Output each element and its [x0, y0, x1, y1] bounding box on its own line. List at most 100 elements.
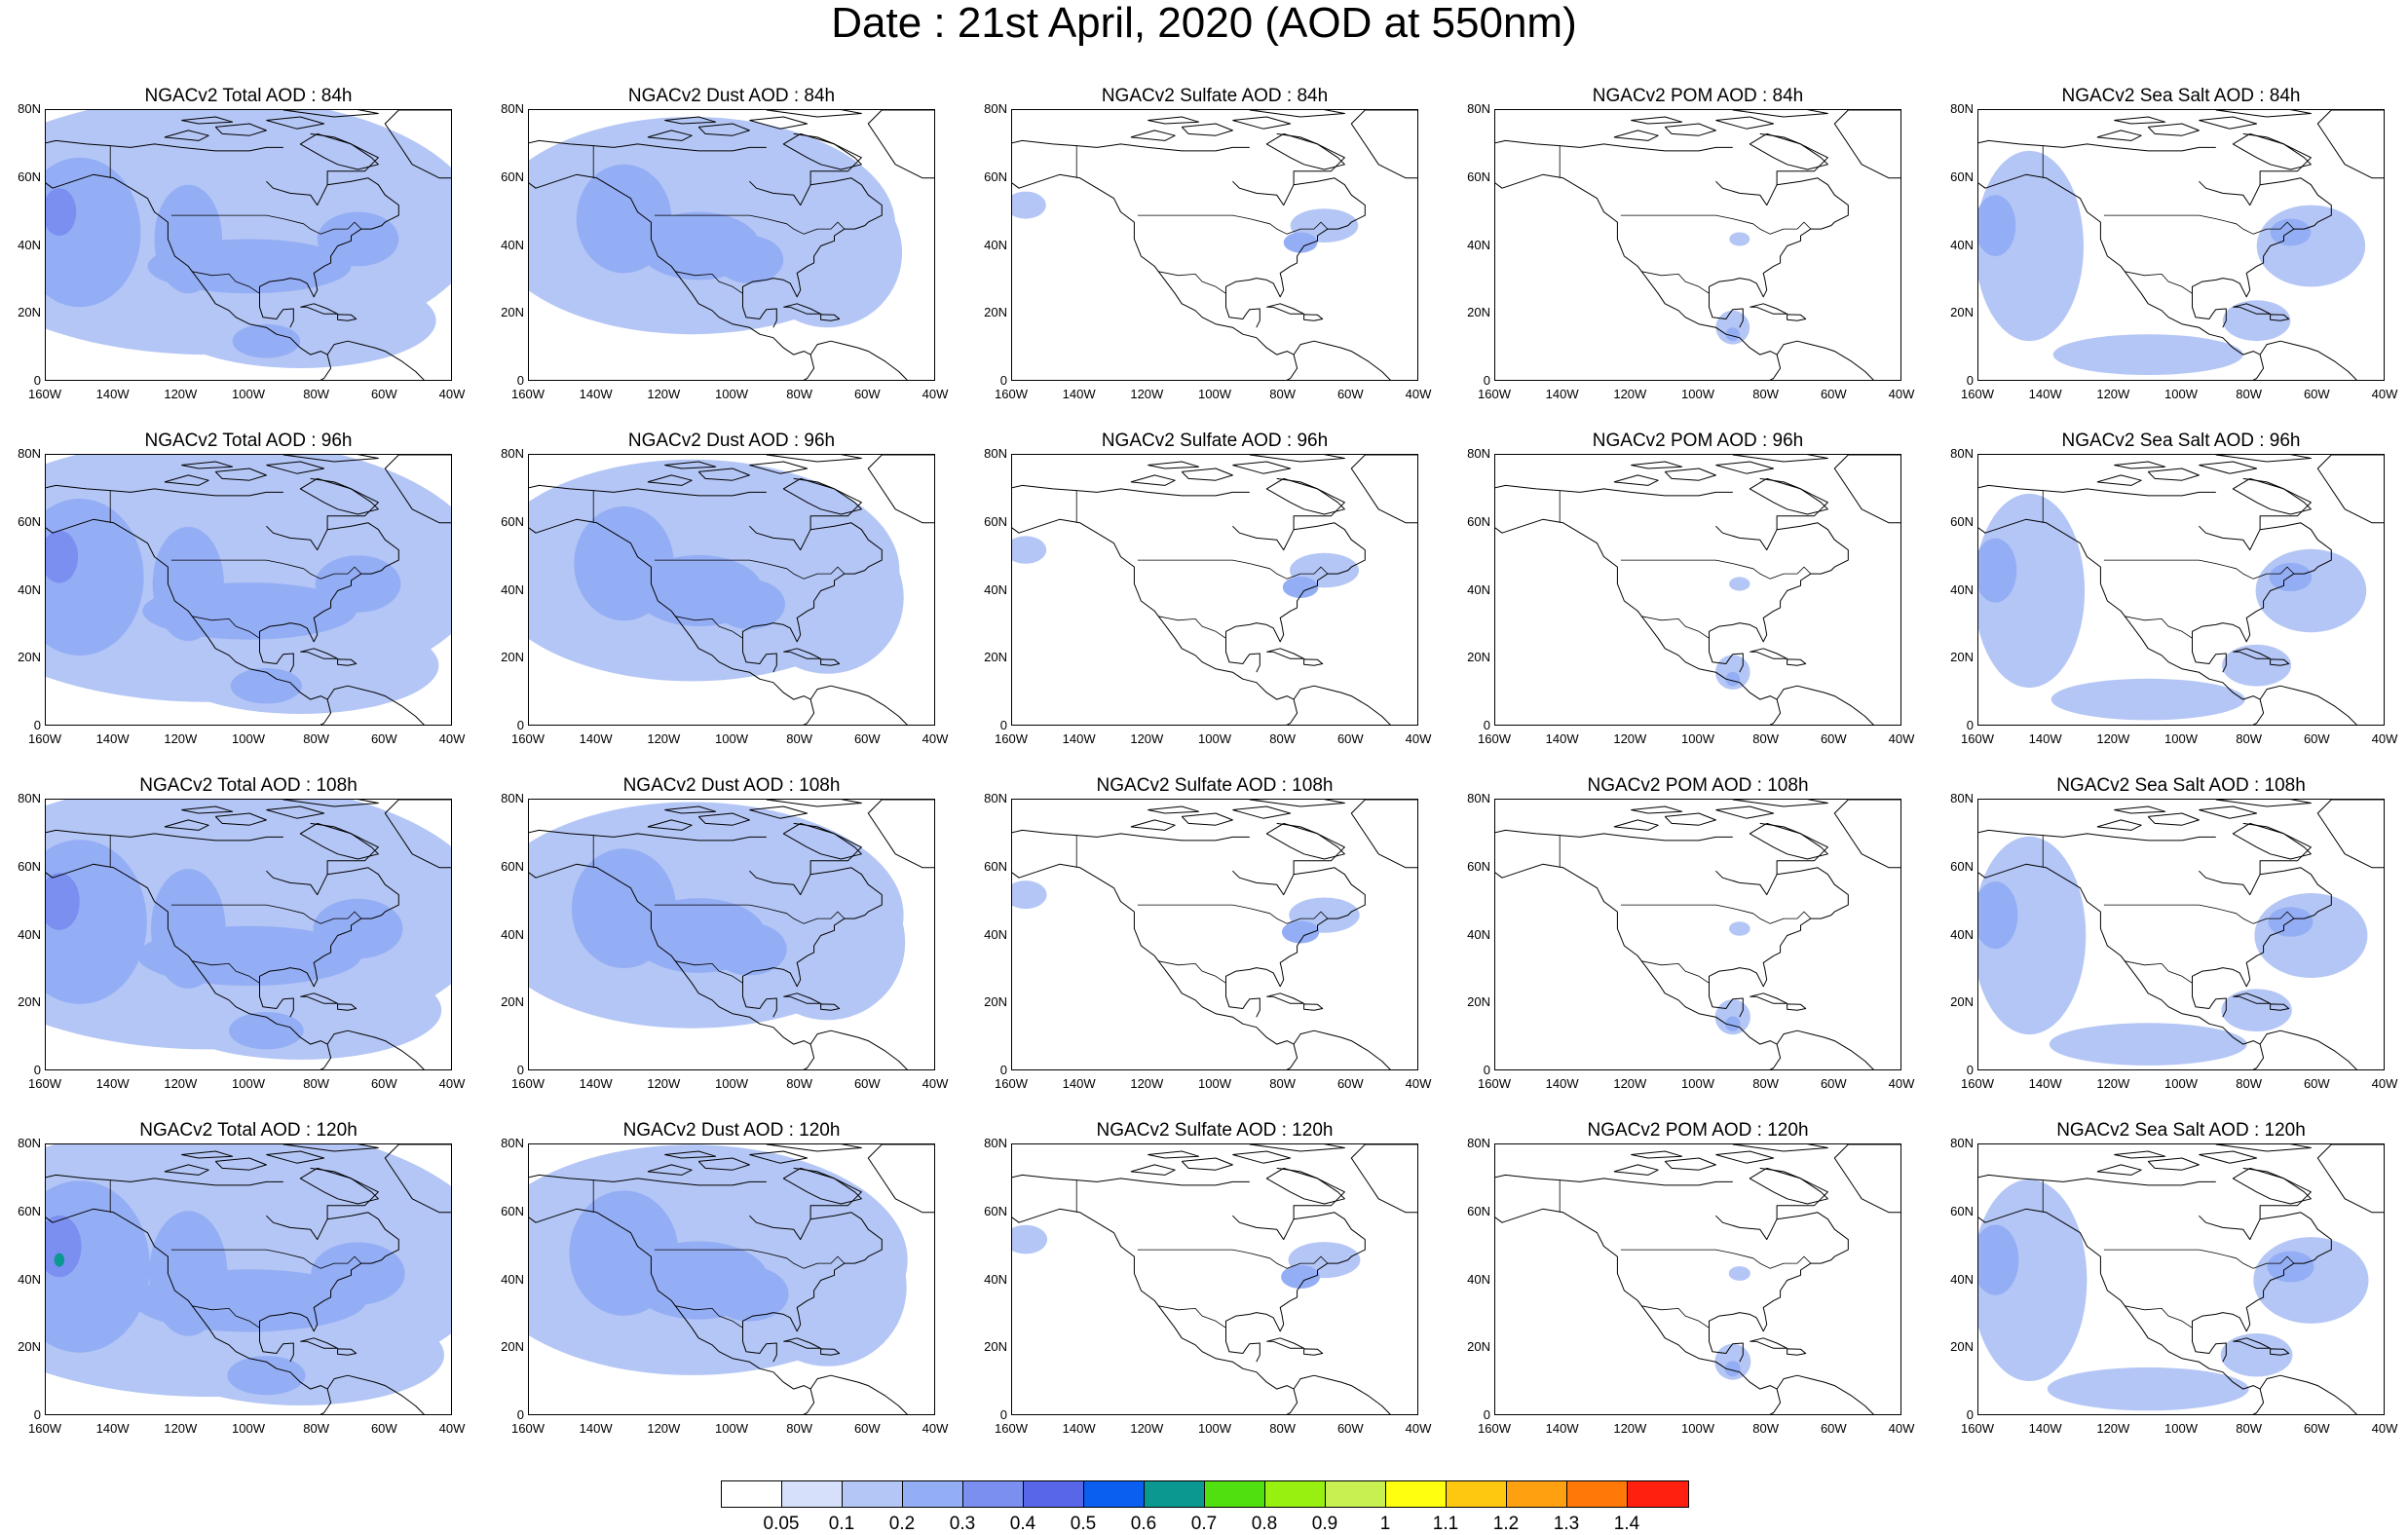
island: [783, 992, 822, 1004]
coastline: [749, 1215, 811, 1241]
lon-tick-label: 60W: [1336, 1076, 1364, 1091]
aod-field: [1728, 921, 1750, 936]
arctic-island: [1664, 812, 1716, 826]
arctic-island: [214, 468, 267, 481]
lon-tick-label: 60W: [1336, 387, 1364, 401]
lon-tick-label: 140W: [1062, 1421, 1096, 1436]
arctic-island: [2147, 123, 2200, 136]
border-line: [2124, 271, 2193, 294]
lat-tick-label: 0: [1966, 1063, 1974, 1077]
arctic-island: [2114, 461, 2166, 469]
map-plot: [1011, 799, 1418, 1070]
arctic-island: [1265, 822, 1345, 860]
panel-title: NGACv2 Total AOD : 96h: [144, 431, 353, 451]
arctic-island: [1181, 1157, 1233, 1171]
lon-tick-label: 160W: [995, 387, 1028, 401]
aod-field: [2220, 1333, 2293, 1377]
coastline: [2192, 293, 2227, 328]
aod-field: [2052, 334, 2243, 375]
arctic-island: [214, 1157, 267, 1171]
aod-field: [2269, 562, 2313, 592]
lon-tick-label: 160W: [995, 1076, 1028, 1091]
lon-tick-label: 40W: [1888, 1421, 1915, 1436]
border-line: [170, 559, 362, 580]
coastline: [1225, 983, 1260, 1018]
arctic-island: [299, 1167, 379, 1205]
coastline: [1776, 1030, 1874, 1069]
map-plot: [528, 109, 935, 381]
lat-tick-label: 80N: [1467, 446, 1490, 461]
aod-field: [2267, 1251, 2314, 1283]
arctic-island: [2316, 1144, 2384, 1214]
arctic-island: [1732, 1144, 1828, 1152]
coastline: [326, 1030, 425, 1069]
lon-tick-label: 80W: [786, 1421, 813, 1436]
lat-tick-label: 80N: [1467, 791, 1490, 805]
lat-tick-label: 0: [33, 1063, 41, 1077]
border-line: [674, 1305, 743, 1329]
arctic-island: [782, 822, 862, 860]
legend-label: 0.7: [1190, 1514, 1218, 1534]
coastline: [1709, 477, 1849, 643]
border-line: [1137, 559, 1329, 580]
coastline: [749, 870, 811, 896]
arctic-island: [384, 110, 451, 179]
lon-tick-label: 80W: [303, 1421, 330, 1436]
coastline: [1495, 484, 1733, 497]
lon-tick-label: 60W: [1820, 387, 1847, 401]
lat-tick-label: 40N: [984, 237, 1007, 252]
arctic-island: [664, 805, 717, 814]
lon-tick-label: 40W: [2371, 731, 2398, 746]
coastline: [46, 518, 332, 725]
border-line: [674, 616, 743, 639]
lon-tick-label: 100W: [1681, 387, 1714, 401]
arctic-island: [1664, 1157, 1716, 1171]
legend-swatch: [903, 1481, 963, 1507]
lon-tick-label: 140W: [1062, 387, 1096, 401]
lon-tick-label: 100W: [1681, 1421, 1714, 1436]
arctic-island: [1664, 123, 1716, 136]
lat-tick-label: 20N: [984, 305, 1007, 320]
island: [1266, 648, 1305, 659]
arctic-island: [766, 1144, 862, 1152]
arctic-island: [1148, 805, 1200, 814]
lon-tick-label: 60W: [1820, 1076, 1847, 1091]
arctic-island: [1613, 474, 1659, 486]
lon-tick-label: 120W: [2096, 387, 2130, 401]
border-line: [170, 1249, 362, 1269]
arctic-island: [1265, 1167, 1345, 1205]
arctic-island: [299, 822, 379, 860]
lon-tick-label: 120W: [2096, 1076, 2130, 1091]
map-panel: NGACv2 Dust AOD : 108h 80N 60N 40N 20N 0 160W 1…: [491, 775, 974, 1116]
lat-tick-label: 40N: [501, 926, 524, 942]
aod-field: [313, 898, 403, 959]
lat-tick-label: 20N: [1467, 1339, 1490, 1355]
lon-tick-label: 60W: [1820, 1421, 1847, 1436]
lat-tick-label: 60N: [1950, 168, 1974, 184]
legend-label: 1.3: [1553, 1514, 1580, 1534]
coastline: [529, 484, 767, 497]
arctic-island: [2232, 132, 2312, 170]
coastline: [266, 525, 328, 551]
aod-field: [748, 1208, 907, 1367]
lat-tick-label: 20N: [1467, 305, 1490, 320]
lon-tick-label: 60W: [853, 731, 881, 746]
lon-tick-label: 120W: [164, 387, 198, 401]
lon-tick-label: 80W: [1752, 1076, 1780, 1091]
arctic-island: [664, 116, 717, 125]
coastline: [1978, 173, 2265, 380]
border-line: [2124, 960, 2193, 984]
coastline: [809, 340, 908, 380]
coastline: [742, 983, 777, 1018]
lat-tick-label: 20N: [501, 1339, 524, 1355]
coastline: [1495, 1208, 1782, 1414]
aod-field: [712, 922, 787, 976]
lat-tick-label: 40N: [1467, 581, 1490, 597]
panel-title: NGACv2 Sulfate AOD : 120h: [1096, 1120, 1334, 1141]
arctic-island: [1249, 800, 1345, 807]
border-line: [191, 1305, 260, 1329]
map-plot: [528, 799, 935, 1070]
coastline: [1232, 870, 1295, 896]
lon-tick-label: 40W: [1405, 1421, 1432, 1436]
arctic-island: [2215, 800, 2312, 807]
